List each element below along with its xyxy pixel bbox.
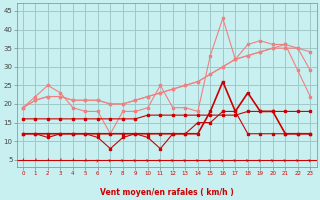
X-axis label: Vent moyen/en rafales ( km/h ): Vent moyen/en rafales ( km/h ) <box>100 188 234 197</box>
